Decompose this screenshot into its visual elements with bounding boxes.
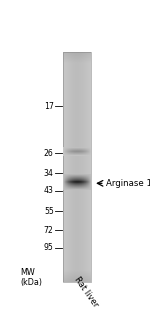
Text: 72: 72 xyxy=(44,226,54,235)
Text: 34: 34 xyxy=(44,169,54,178)
Text: MW
(kDa): MW (kDa) xyxy=(20,268,42,287)
Text: 55: 55 xyxy=(44,207,54,215)
Text: 95: 95 xyxy=(44,243,54,252)
Bar xyxy=(63,52,91,282)
Text: Arginase 1: Arginase 1 xyxy=(106,179,150,188)
Text: Rat liver: Rat liver xyxy=(72,276,100,309)
Text: 43: 43 xyxy=(44,186,54,195)
Text: 26: 26 xyxy=(44,149,54,157)
Text: 17: 17 xyxy=(44,102,54,111)
